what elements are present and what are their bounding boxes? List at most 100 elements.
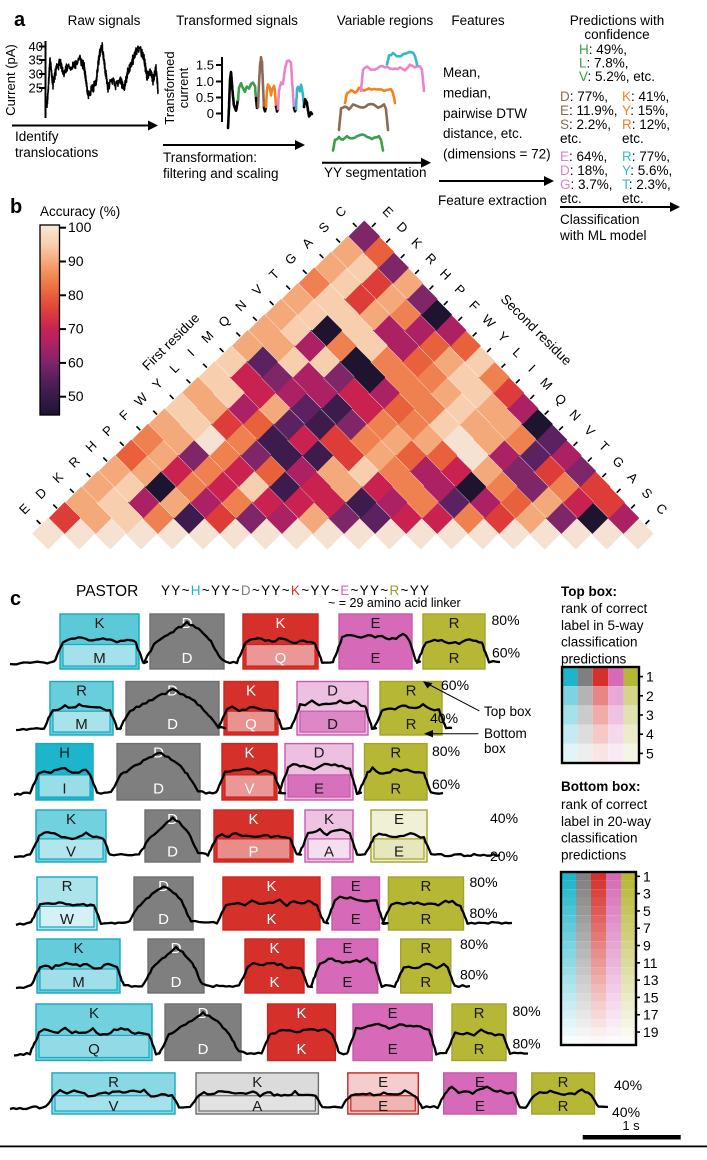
svg-text:V: V [66, 843, 76, 860]
svg-text:19: 19 [643, 1024, 659, 1040]
svg-text:D: D [198, 1041, 209, 1058]
svg-text:a: a [14, 9, 26, 31]
svg-text:5: 5 [643, 903, 651, 919]
svg-text:V: 5.2%, etc.: V: 5.2%, etc. [579, 69, 655, 84]
svg-text:R: R [406, 716, 417, 733]
svg-text:K: K [266, 878, 276, 895]
svg-text:label in 20-way: label in 20-way [561, 814, 651, 829]
svg-text:E: E [378, 1098, 388, 1115]
svg-text:Bottom: Bottom [484, 726, 527, 741]
svg-text:R: R [474, 1041, 485, 1058]
svg-text:D: D [167, 716, 178, 733]
svg-text:rank of correct: rank of correct [561, 601, 648, 616]
svg-text:R: R [76, 683, 87, 700]
svg-text:D: D [182, 650, 193, 667]
svg-text:Identify: Identify [15, 129, 59, 144]
svg-text:Raw signals: Raw signals [68, 13, 141, 28]
svg-text:etc.: etc. [560, 191, 582, 206]
svg-text:R: R [420, 878, 431, 895]
svg-text:60: 60 [68, 354, 84, 370]
svg-text:Variable regions: Variable regions [337, 13, 434, 28]
svg-text:Q: Q [275, 650, 287, 667]
svg-text:K: 41%,: K: 41%, [622, 89, 669, 104]
svg-text:70: 70 [68, 321, 84, 337]
svg-text:Accuracy (%): Accuracy (%) [40, 204, 120, 219]
svg-text:1.0: 1.0 [196, 74, 214, 89]
svg-text:11: 11 [643, 955, 658, 971]
svg-text:1.5: 1.5 [196, 58, 214, 73]
svg-text:40%: 40% [490, 810, 518, 826]
svg-text:90: 90 [68, 253, 84, 269]
svg-text:K: K [248, 811, 258, 828]
svg-text:4: 4 [646, 726, 654, 742]
svg-text:~ = 29 amino acid linker: ~ = 29 amino acid linker [328, 596, 461, 610]
svg-text:0.5: 0.5 [196, 90, 214, 105]
svg-text:K: K [275, 615, 285, 632]
svg-text:E: 64%,: E: 64%, [560, 149, 607, 164]
svg-text:etc.: etc. [622, 131, 644, 146]
svg-text:D: D [167, 843, 178, 860]
svg-text:80%: 80% [470, 905, 498, 921]
svg-text:translocations: translocations [15, 145, 99, 160]
svg-text:E: E [475, 1074, 485, 1091]
svg-text:D: D [327, 683, 338, 700]
svg-text:E: 11.9%,: E: 11.9%, [560, 103, 618, 118]
svg-text:D: D [314, 745, 325, 762]
svg-text:E: E [475, 1098, 485, 1115]
svg-text:K: K [266, 911, 276, 928]
svg-text:S: 2.2%,: S: 2.2%, [560, 117, 611, 132]
svg-text:40%: 40% [430, 710, 458, 726]
svg-text:E: E [370, 615, 380, 632]
svg-text:D: D [153, 781, 164, 798]
svg-text:R: R [108, 1074, 119, 1091]
svg-text:80%: 80% [470, 874, 498, 890]
svg-text:R: R [390, 781, 401, 798]
svg-text:80%: 80% [432, 743, 460, 759]
svg-text:Bottom box:: Bottom box: [561, 779, 640, 794]
svg-text:35: 35 [29, 53, 43, 68]
svg-text:E: E [342, 974, 352, 991]
svg-text:80%: 80% [513, 1003, 541, 1019]
svg-text:R: R [420, 974, 431, 991]
svg-text:W: W [60, 911, 75, 928]
svg-text:40%: 40% [614, 1077, 642, 1093]
svg-text:K: K [296, 1041, 306, 1058]
svg-text:K: K [324, 811, 334, 828]
svg-text:A: A [252, 1098, 262, 1115]
svg-text:R: R [390, 745, 401, 762]
svg-text:Predictions with: Predictions with [570, 13, 665, 28]
svg-text:E: E [394, 843, 404, 860]
svg-text:Q: Q [245, 716, 257, 733]
svg-text:(dimensions = 72): (dimensions = 72) [443, 147, 551, 162]
svg-text:E: E [351, 911, 361, 928]
svg-text:9: 9 [643, 938, 651, 954]
svg-text:YY segmentation: YY segmentation [324, 165, 427, 180]
svg-text:H: H [59, 745, 70, 762]
svg-text:D: 18%,: D: 18%, [560, 163, 608, 178]
svg-text:D: 77%,: D: 77%, [560, 89, 608, 104]
svg-text:etc.: etc. [560, 131, 582, 146]
svg-text:D: D [158, 911, 169, 928]
svg-text:7: 7 [643, 920, 651, 936]
svg-text:1: 1 [643, 868, 651, 884]
svg-text:M: M [75, 716, 88, 733]
svg-text:median,: median, [443, 85, 491, 100]
svg-text:R: R [449, 650, 460, 667]
svg-text:E: E [394, 811, 404, 828]
svg-text:1 s: 1 s [622, 1118, 640, 1133]
svg-text:50: 50 [68, 388, 84, 404]
svg-text:R: R [420, 940, 431, 957]
svg-text:classification: classification [561, 831, 638, 846]
svg-text:K: K [73, 940, 83, 957]
svg-text:predictions: predictions [561, 651, 627, 666]
svg-text:Mean,: Mean, [443, 65, 481, 80]
svg-text:Y: 5.6%,: Y: 5.6%, [622, 163, 672, 178]
svg-text:E: E [351, 878, 361, 895]
svg-text:R: R [474, 1005, 485, 1022]
svg-text:current: current [176, 67, 191, 108]
svg-text:E: E [314, 781, 324, 798]
svg-text:E: E [388, 1005, 398, 1022]
svg-text:K: K [269, 974, 279, 991]
svg-text:with ML model: with ML model [559, 228, 647, 243]
svg-text:I: I [62, 781, 66, 798]
